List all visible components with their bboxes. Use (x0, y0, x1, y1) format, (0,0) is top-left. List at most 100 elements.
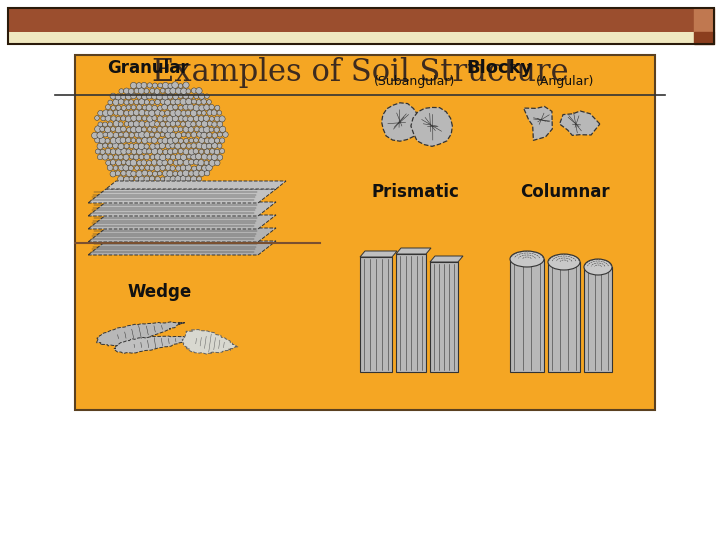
Circle shape (103, 143, 108, 148)
Circle shape (149, 120, 156, 127)
Circle shape (209, 160, 215, 166)
Circle shape (135, 132, 140, 138)
Circle shape (142, 181, 148, 188)
Circle shape (160, 154, 166, 161)
Circle shape (222, 132, 228, 137)
Circle shape (153, 171, 158, 177)
Circle shape (214, 127, 220, 132)
Circle shape (207, 132, 212, 138)
Circle shape (162, 126, 168, 133)
Circle shape (193, 105, 199, 111)
Circle shape (161, 88, 165, 93)
Circle shape (152, 182, 157, 187)
Circle shape (106, 105, 110, 110)
Bar (694, 8, 714, 32)
Circle shape (155, 99, 161, 105)
Circle shape (140, 165, 144, 170)
Circle shape (186, 89, 191, 93)
Circle shape (129, 144, 134, 149)
Circle shape (147, 138, 153, 143)
Circle shape (124, 177, 130, 183)
Circle shape (181, 111, 186, 116)
Circle shape (166, 122, 171, 127)
Circle shape (121, 171, 126, 176)
Circle shape (183, 170, 189, 177)
Circle shape (136, 83, 142, 89)
Circle shape (214, 149, 220, 154)
Circle shape (179, 105, 183, 110)
Circle shape (196, 121, 202, 126)
Circle shape (149, 166, 154, 171)
Circle shape (171, 154, 176, 160)
Circle shape (99, 126, 105, 132)
Circle shape (201, 99, 207, 104)
Bar (8, 8, 694, 32)
Bar (430, 262, 458, 372)
Circle shape (97, 143, 103, 150)
Circle shape (172, 181, 179, 188)
Circle shape (152, 127, 157, 132)
Circle shape (211, 154, 217, 160)
Circle shape (197, 132, 202, 137)
Ellipse shape (548, 254, 580, 270)
Circle shape (183, 181, 189, 187)
Circle shape (154, 89, 160, 94)
Circle shape (127, 127, 132, 132)
Circle shape (188, 127, 194, 132)
Circle shape (139, 154, 144, 160)
Text: Blocky: Blocky (467, 59, 534, 77)
Circle shape (142, 94, 148, 100)
Circle shape (118, 144, 124, 150)
Circle shape (170, 132, 176, 138)
Circle shape (142, 170, 148, 176)
Circle shape (119, 165, 124, 171)
Circle shape (126, 170, 132, 177)
Circle shape (110, 137, 117, 144)
Circle shape (157, 126, 163, 132)
Circle shape (166, 154, 171, 159)
Circle shape (162, 83, 168, 89)
Circle shape (192, 88, 197, 93)
Circle shape (176, 154, 181, 160)
Circle shape (217, 111, 222, 115)
Circle shape (207, 110, 212, 116)
Circle shape (164, 176, 171, 183)
Circle shape (141, 160, 147, 165)
Circle shape (175, 143, 181, 149)
Circle shape (210, 148, 215, 154)
Circle shape (194, 138, 198, 143)
Circle shape (110, 171, 116, 177)
Circle shape (163, 117, 168, 122)
Circle shape (179, 93, 183, 98)
Circle shape (107, 110, 113, 116)
Circle shape (146, 93, 153, 99)
Circle shape (128, 121, 134, 127)
Circle shape (133, 110, 139, 116)
Circle shape (186, 154, 192, 159)
Circle shape (217, 132, 222, 137)
Circle shape (136, 138, 141, 143)
Circle shape (199, 127, 204, 133)
Circle shape (199, 149, 204, 154)
Circle shape (110, 149, 116, 154)
Circle shape (110, 160, 116, 165)
Circle shape (155, 132, 161, 138)
Circle shape (134, 99, 139, 105)
Circle shape (152, 116, 157, 120)
Circle shape (185, 121, 192, 127)
Circle shape (152, 105, 157, 111)
Circle shape (115, 94, 121, 100)
Circle shape (196, 87, 202, 94)
Circle shape (217, 122, 222, 127)
Circle shape (135, 126, 142, 133)
Polygon shape (114, 336, 197, 353)
Circle shape (202, 165, 207, 171)
Circle shape (178, 148, 184, 154)
Circle shape (161, 177, 165, 181)
Circle shape (204, 126, 210, 133)
Circle shape (105, 148, 111, 154)
Circle shape (170, 110, 176, 117)
Circle shape (166, 165, 171, 171)
Circle shape (155, 144, 160, 149)
Polygon shape (106, 181, 286, 189)
